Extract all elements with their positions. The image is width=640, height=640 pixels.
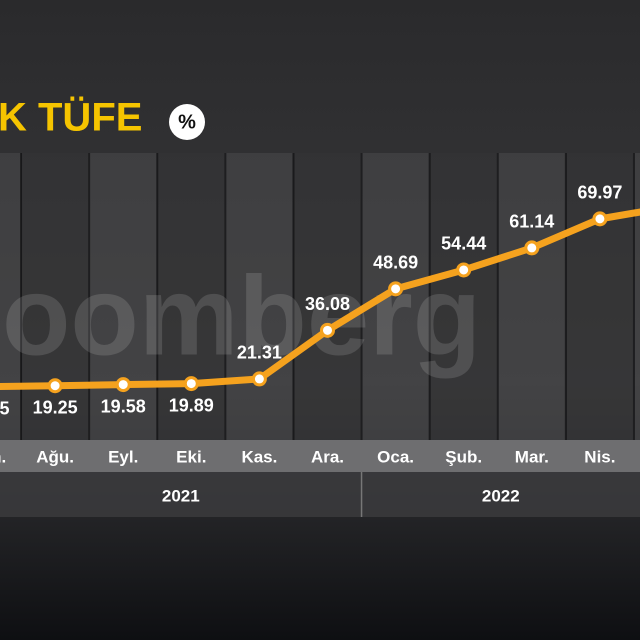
value-label: 19.25 <box>33 397 78 417</box>
value-label: 18.95 <box>0 398 10 418</box>
value-label: 48.69 <box>373 253 418 273</box>
point <box>388 281 404 297</box>
point <box>524 240 540 256</box>
x-tick-label: Ara. <box>311 447 344 466</box>
group-label: 2021 <box>162 486 200 505</box>
point <box>251 371 267 387</box>
point <box>592 211 608 227</box>
columns <box>20 153 635 472</box>
point <box>320 322 335 338</box>
column-shade <box>429 153 498 440</box>
unit-badge: % <box>178 111 196 133</box>
plot-area <box>0 153 640 440</box>
watermark: Bloomberg <box>0 254 481 379</box>
chart-title: K TÜFE <box>0 95 142 140</box>
point <box>183 376 199 392</box>
year-band <box>0 472 640 517</box>
value-label: 36.08 <box>305 294 350 314</box>
value-label: 69.97 <box>577 183 622 203</box>
column-shade <box>565 153 634 440</box>
category-band <box>0 440 640 472</box>
x-tick-label: Eyl. <box>108 447 138 466</box>
x-tick-label: Şub. <box>445 447 482 466</box>
x-tick-label: Nis. <box>584 447 615 466</box>
column-shade <box>293 153 362 440</box>
x-tick-label: Oca. <box>377 447 414 466</box>
column-shade <box>157 153 226 440</box>
unit-badge-bg <box>169 104 205 140</box>
x-tick-label: Eki. <box>176 447 206 466</box>
value-label: 61.14 <box>509 212 554 232</box>
x-tick-label: Ağu. <box>36 447 74 466</box>
x-tick-label: Mar. <box>515 447 549 466</box>
group-label: 2022 <box>482 486 520 505</box>
point <box>456 262 472 278</box>
value-label: 54.44 <box>441 234 486 254</box>
value-label: 19.89 <box>169 395 214 415</box>
x-tick-label: Kas. <box>241 447 277 466</box>
x-tick-label: Tem. <box>0 447 6 466</box>
value-label: 19.58 <box>101 396 146 416</box>
point <box>115 377 131 393</box>
value-label: 21.31 <box>237 343 282 363</box>
point <box>47 378 63 394</box>
